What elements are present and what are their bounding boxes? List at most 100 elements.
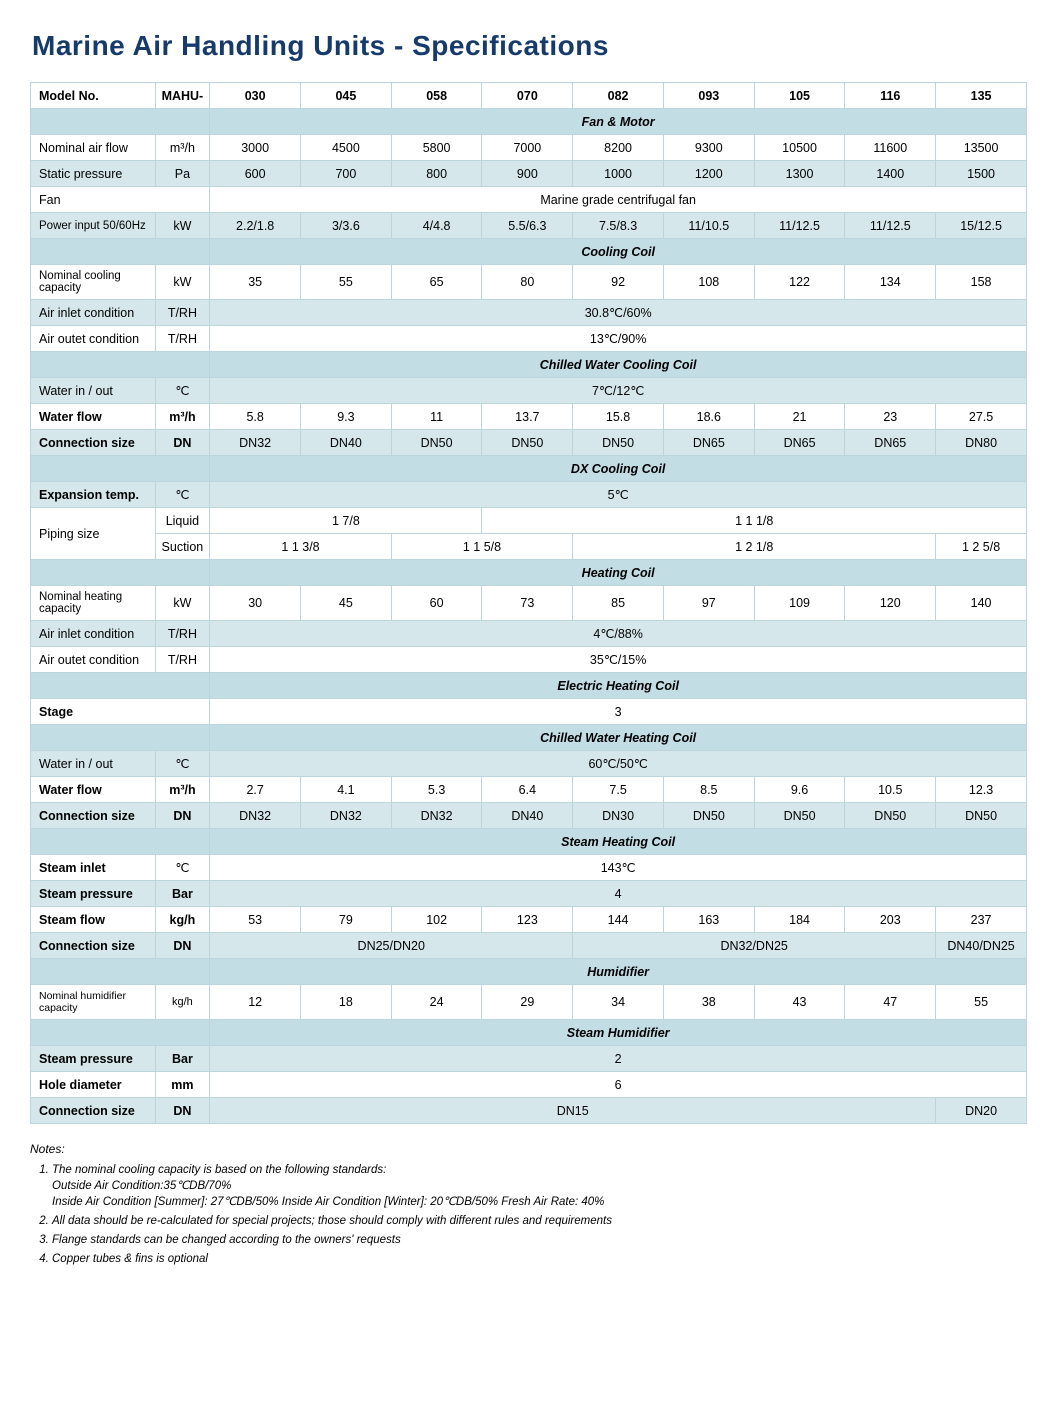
cell-span: DN15 [210, 1098, 936, 1124]
cell-span: 7℃/12℃ [210, 378, 1027, 404]
cell: 2.7 [210, 777, 301, 803]
cell: 600 [210, 161, 301, 187]
section-humidifier: Humidifier [210, 959, 1027, 985]
section-heating-coil: Heating Coil [210, 560, 1027, 586]
row-unit: kg/h [155, 985, 210, 1020]
cell: 158 [936, 265, 1027, 300]
cell-span: 5℃ [210, 482, 1027, 508]
row-label: Water in / out [31, 378, 156, 404]
notes-block: Notes: The nominal cooling capacity is b… [30, 1142, 1027, 1268]
row-unit: T/RH [155, 647, 210, 673]
cell: 7.5/8.3 [573, 213, 664, 239]
row-unit: DN [155, 803, 210, 829]
cell: DN65 [845, 430, 936, 456]
cell: 3/3.6 [301, 213, 392, 239]
cell: 29 [482, 985, 573, 1020]
cell: 1000 [573, 161, 664, 187]
cell: DN65 [663, 430, 754, 456]
row-unit: Bar [155, 881, 210, 907]
cell: 15.8 [573, 404, 664, 430]
cell: 21 [754, 404, 845, 430]
cell: 9.3 [301, 404, 392, 430]
row-label: Connection size [31, 933, 156, 959]
cell: 79 [301, 907, 392, 933]
cell: 11 [391, 404, 482, 430]
cell: 108 [663, 265, 754, 300]
cell-span: DN32/DN25 [573, 933, 936, 959]
cell: 9.6 [754, 777, 845, 803]
cell: 10500 [754, 135, 845, 161]
cell: 4.1 [301, 777, 392, 803]
cell: 163 [663, 907, 754, 933]
row-unit: ℃ [155, 378, 210, 404]
cell: DN50 [845, 803, 936, 829]
cell-span: DN20 [936, 1098, 1027, 1124]
cell: 123 [482, 907, 573, 933]
cell: 102 [391, 907, 482, 933]
row-label: Hole diameter [31, 1072, 156, 1098]
cell: 80 [482, 265, 573, 300]
note-item: All data should be re-calculated for spe… [52, 1213, 1027, 1229]
cell: 30 [210, 586, 301, 621]
cell-span: 1 1 3/8 [210, 534, 391, 560]
cell: 11/12.5 [754, 213, 845, 239]
cell: 5.3 [391, 777, 482, 803]
cell: 55 [301, 265, 392, 300]
row-label: Air outet condition [31, 647, 156, 673]
cell: 97 [663, 586, 754, 621]
cell: 43 [754, 985, 845, 1020]
section-cooling-coil: Cooling Coil [210, 239, 1027, 265]
note-item: Copper tubes & fins is optional [52, 1251, 1027, 1267]
cell-span: DN40/DN25 [936, 933, 1027, 959]
cell: 1200 [663, 161, 754, 187]
cell: DN40 [301, 430, 392, 456]
cell: DN50 [482, 430, 573, 456]
cell: DN50 [936, 803, 1027, 829]
cell: 15/12.5 [936, 213, 1027, 239]
cell: 1300 [754, 161, 845, 187]
row-label: Air outet condition [31, 326, 156, 352]
section-steam-heat: Steam Heating Coil [210, 829, 1027, 855]
section-fan-motor: Fan & Motor [210, 109, 1027, 135]
cell: DN32 [301, 803, 392, 829]
cell: 12 [210, 985, 301, 1020]
cell: DN32 [210, 803, 301, 829]
page-title: Marine Air Handling Units - Specificatio… [32, 30, 1027, 62]
row-unit: T/RH [155, 326, 210, 352]
row-unit: Bar [155, 1046, 210, 1072]
cell: 18.6 [663, 404, 754, 430]
cell: 9300 [663, 135, 754, 161]
cell: 120 [845, 586, 936, 621]
cell: 4/4.8 [391, 213, 482, 239]
row-label: Power input 50/60Hz [31, 213, 156, 239]
row-unit: T/RH [155, 621, 210, 647]
row-unit: kW [155, 213, 210, 239]
cell: 11/12.5 [845, 213, 936, 239]
row-label: Steam pressure [31, 1046, 156, 1072]
cell: 5.8 [210, 404, 301, 430]
cell: 7.5 [573, 777, 664, 803]
cell: DN50 [754, 803, 845, 829]
row-label: Fan [31, 187, 210, 213]
cell: 73 [482, 586, 573, 621]
row-label: Water in / out [31, 751, 156, 777]
cell: 1500 [936, 161, 1027, 187]
row-label: Static pressure [31, 161, 156, 187]
cell: 11/10.5 [663, 213, 754, 239]
cell: DN50 [391, 430, 482, 456]
cell-span: 4℃/88% [210, 621, 1027, 647]
cell-span: 13℃/90% [210, 326, 1027, 352]
row-unit: m³/h [155, 404, 210, 430]
cell: 18 [301, 985, 392, 1020]
cell: 8200 [573, 135, 664, 161]
row-unit: ℃ [155, 751, 210, 777]
hdr-col: 070 [482, 83, 573, 109]
cell: 85 [573, 586, 664, 621]
cell-span: 35℃/15% [210, 647, 1027, 673]
cell: 13.7 [482, 404, 573, 430]
cell-span: 30.8℃/60% [210, 300, 1027, 326]
row-sub: Suction [155, 534, 210, 560]
cell: 35 [210, 265, 301, 300]
hdr-col: 030 [210, 83, 301, 109]
cell: 53 [210, 907, 301, 933]
